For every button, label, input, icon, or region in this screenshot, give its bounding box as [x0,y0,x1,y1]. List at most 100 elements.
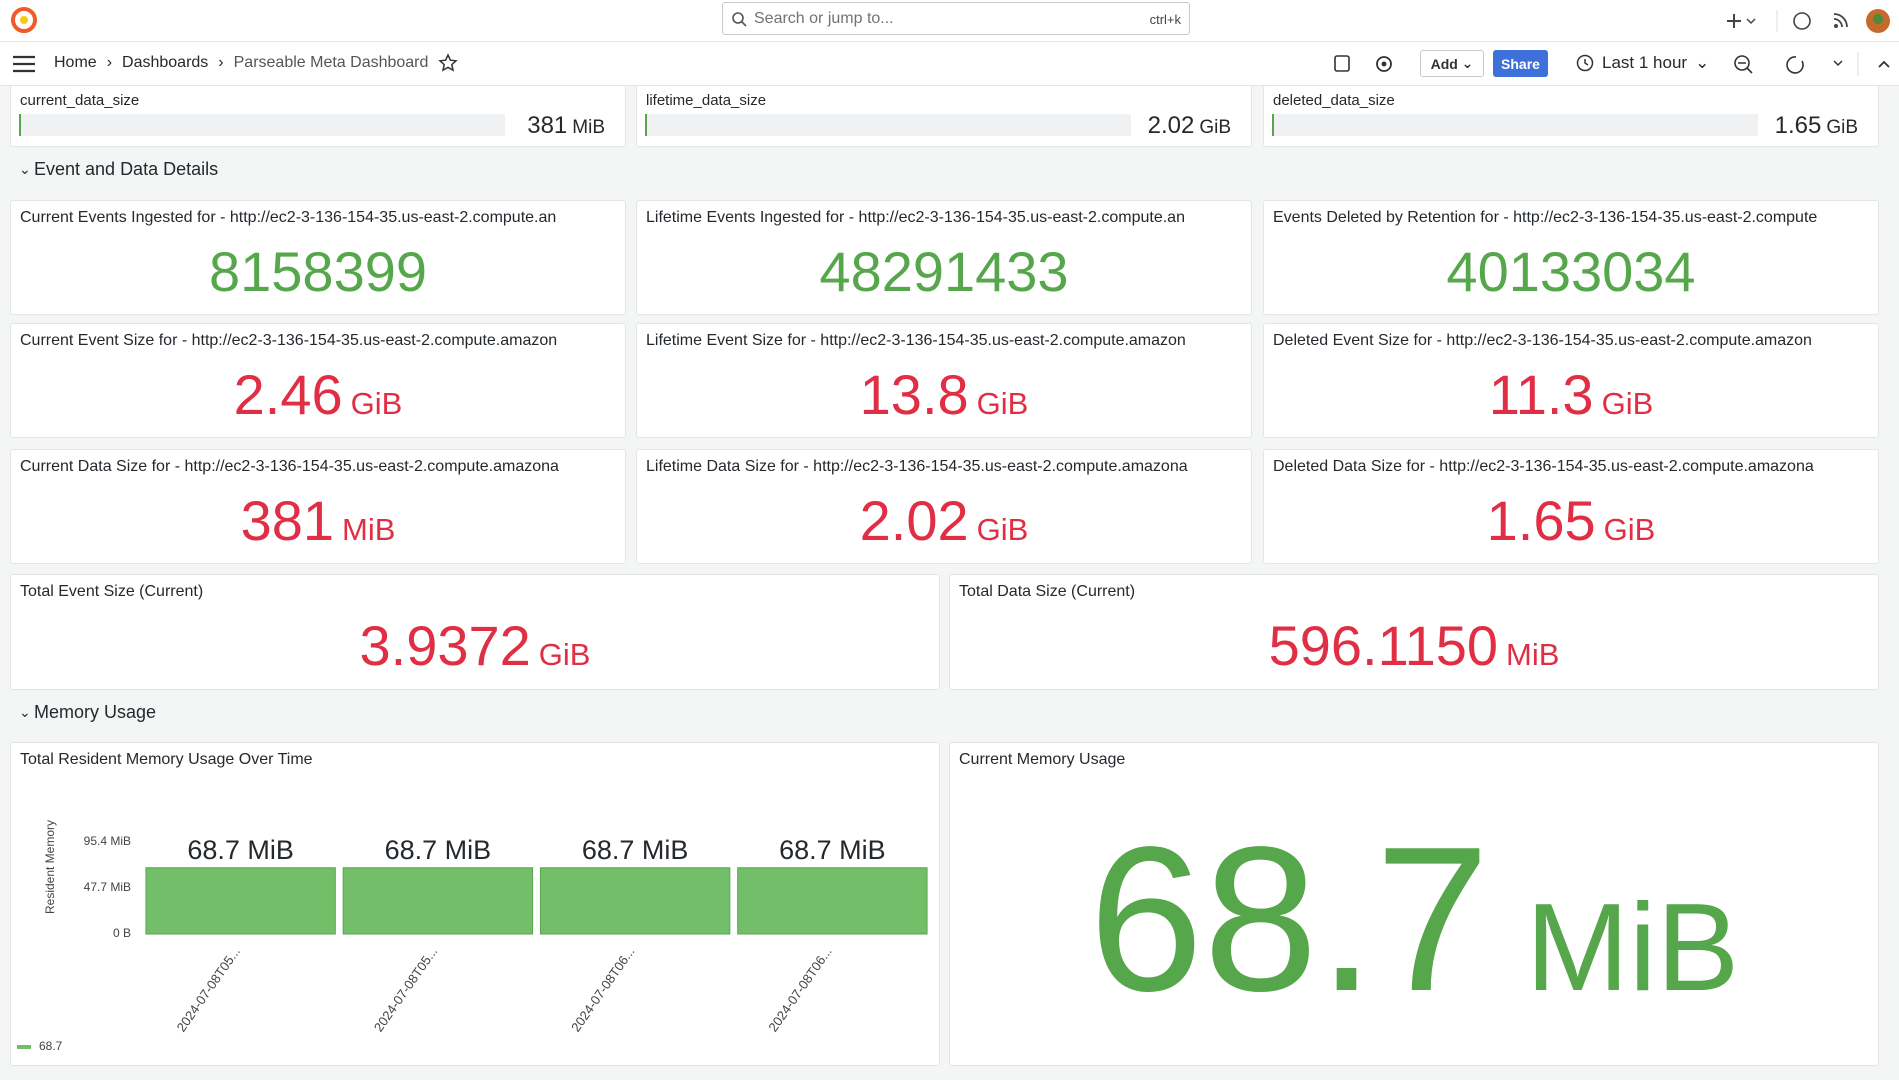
value: 3.9372 [359,614,531,677]
unit: GiB [1826,117,1858,138]
time-picker[interactable]: Last 1 hour ⌄ [1576,53,1709,73]
value: 11.3 [1488,363,1594,426]
value: 381 [527,112,568,139]
unit: GiB [1603,512,1656,547]
x-tick-label: 2024-07-08T06... [765,944,834,1034]
unit: GiB [1601,386,1654,421]
bar [342,867,534,935]
unit: GiB [976,386,1029,421]
stat-value: 11.3 GiB [1264,362,1878,427]
stat-value: 2.46 GiB [11,362,625,427]
row-header[interactable]: Memory Usage [34,702,157,722]
value: 1.65 [1486,489,1596,552]
panel: Current Events Ingested for - http://ec2… [10,200,626,315]
unit: MiB [342,512,396,547]
breadcrumb[interactable]: Dashboards [122,54,209,71]
shortcut-hint: ctrl+k [1149,12,1181,27]
panel-title: Deleted Data Size for - http://ec2-3-136… [1273,458,1814,475]
panel: current_data_size 381 MiB [10,85,626,147]
breadcrumb[interactable]: Home [54,54,97,71]
bar [145,867,336,935]
panel-title: Total Event Size (Current) [20,583,204,600]
value: 13.8 [859,363,969,426]
value-label: 68.7 MiB [187,835,294,865]
panel: Current Memory Usage 68.7 MiB [949,742,1879,1066]
panel: Current Event Size for - http://ec2-3-13… [10,323,626,438]
panel: Lifetime Event Size for - http://ec2-3-1… [636,323,1252,438]
unit: GiB [350,386,403,421]
gauge-track [645,114,1131,136]
unit: GiB [538,637,591,672]
share-button[interactable]: Share [1493,50,1548,77]
panel: lifetime_data_size 2.02 GiB [636,85,1252,147]
unit: MiB [572,117,605,138]
stat-value: 596.1150 MiB [950,613,1878,678]
collapse-icon: ⌄ [19,161,31,177]
search-icon [732,12,747,27]
panel-title: Current Event Size for - http://ec2-3-13… [20,332,558,349]
stat-value: 48291433 [637,239,1251,304]
nav-bar: Home › Dashboards › Parseable Meta Dashboa… [0,42,1899,86]
stat-value: 3.9372 GiB [11,613,939,678]
panel: Deleted Event Size for - http://ec2-3-13… [1263,323,1879,438]
unit: GiB [1199,117,1231,138]
gauge-value: 1.65 GiB [1775,112,1858,140]
save-settings-icons[interactable] [1332,52,1392,76]
y-tick-label: 95.4 MiB [84,834,131,848]
panel-title: Lifetime Events Ingested for - http://ec… [646,209,1185,226]
value: 596.1150 [1268,614,1499,677]
panel: Lifetime Data Size for - http://ec2-3-13… [636,449,1252,564]
bar [539,867,731,935]
value: 8158399 [208,240,427,303]
panel: Deleted Data Size for - http://ec2-3-136… [1263,449,1879,564]
time-controls[interactable] [1730,52,1895,76]
panel-title: Total Resident Memory Usage Over Time [20,751,313,768]
menu-icon[interactable] [12,54,36,74]
panel-title: Current Memory Usage [959,751,1126,768]
clock-icon [1576,54,1594,72]
unit: GiB [976,512,1029,547]
x-tick-label: 2024-07-08T05... [371,944,440,1034]
gauge-value: 381 MiB [527,112,605,140]
top-icons[interactable] [1720,8,1890,34]
panel: deleted_data_size 1.65 GiB [1263,85,1879,147]
top-bar: Search or jump to... ctrl+k [0,0,1899,42]
legend-label: 68.7 [39,1039,63,1053]
bar [737,867,928,935]
add-button[interactable]: Add ⌄ [1420,50,1484,77]
panel-title: current_data_size [20,92,140,109]
separator: › [218,54,224,71]
chevron: ⌄ [1695,53,1710,72]
panel-title: deleted_data_size [1273,92,1395,109]
time-range: Last 1 hour [1602,53,1688,72]
bar-chart: Resident Memory 0 B 47.7 MiB 95.4 MiB 68.7 M… [17,820,928,1053]
panel-title: Current Events Ingested for - http://ec2… [20,209,557,226]
panel: Total Resident Memory Usage Over Time Res… [10,742,940,1066]
gauge-track [1272,114,1758,136]
panel: Current Data Size for - http://ec2-3-136… [10,449,626,564]
gauge-track [19,114,505,136]
panel: Events Deleted by Retention for - http:/… [1263,200,1879,315]
panel-title: Total Data Size (Current) [959,583,1136,600]
grafana-logo[interactable] [10,6,38,34]
row-header[interactable]: Event and Data Details [34,159,219,179]
value: 1.65 [1774,112,1822,139]
search-placeholder: Search or jump to... [754,10,894,27]
search-box[interactable]: Search or jump to... ctrl+k [722,2,1190,35]
breadcrumb: Parseable Meta Dashboard [233,54,429,71]
star-icon[interactable] [438,53,459,73]
value-label: 68.7 MiB [582,835,689,865]
panel-title: Events Deleted by Retention for - http:/… [1273,209,1818,226]
stat-value: 1.65 GiB [1264,488,1878,553]
stat-value: 2.02 GiB [637,488,1251,553]
collapse-icon: ⌄ [19,704,31,720]
stat-value: 13.8 GiB [637,362,1251,427]
value-label: 68.7 MiB [779,835,886,865]
stat-value: 68.7 MiB [950,801,1878,1038]
value: 48291433 [819,240,1069,303]
panel-title: lifetime_data_size [646,92,767,109]
y-tick-label: 47.7 MiB [84,880,131,894]
value: 40133034 [1446,240,1696,303]
